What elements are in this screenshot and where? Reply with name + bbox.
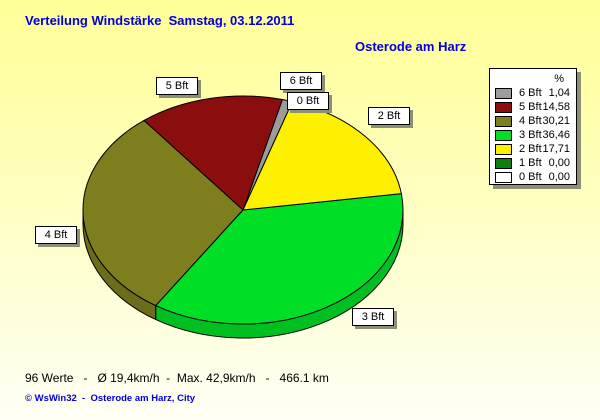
legend-label-0bft: 0 Bft [519,171,542,183]
legend-value-3bft: 36,46 [542,129,570,141]
legend-value-2bft: 17,71 [542,143,570,155]
legend-label-3bft: 3 Bft [519,129,542,141]
pie-slice-4bft [82,119,244,307]
legend-swatch-2bft [495,143,512,155]
pie-slice-5bft [143,95,283,211]
legend-value-5bft: 14,58 [542,101,570,113]
footer-stats: 96 Werte - Ø 19,4km/h - Max. 42,9km/h - … [25,371,329,385]
legend-swatch-4bft [495,115,512,127]
pie-label-4bft: 4 Bft [35,226,77,244]
legend-swatch-6bft [495,87,512,99]
legend-row-4bft: 4 Bft 30,21 [495,114,570,128]
legend-rows: 6 Bft 1,04 5 Bft 14,58 4 Bft 30,21 3 Bft 36,46 2… [495,86,570,184]
legend-value-6bft: 1,04 [548,87,570,99]
legend-box: % 6 Bft 1,04 5 Bft 14,58 4 Bft 30,21 3 Bft 36,4… [489,68,577,185]
legend-swatch-1bft [495,157,512,169]
pie-label-5bft: 5 Bft [156,77,198,95]
legend-value-4bft: 30,21 [542,115,570,127]
pie-label-0bft: 0 Bft [287,92,329,110]
chart-location: Osterode am Harz [355,39,467,54]
chart-title: Verteilung Windstärke Samstag, 03.12.201… [25,13,295,28]
legend-row-2bft: 2 Bft 17,71 [495,142,570,156]
pie-slice-3bft [155,193,404,325]
footer-copyright: © WsWin32 - Osterode am Harz, City [25,393,196,404]
legend-label-1bft: 1 Bft [519,157,542,169]
legend-row-5bft: 5 Bft 14,58 [495,100,570,114]
legend-value-0bft: 0,00 [548,171,570,183]
legend-row-0bft: 0 Bft 0,00 [495,170,570,184]
legend-label-2bft: 2 Bft [519,143,542,155]
pie-label-3bft: 3 Bft [352,308,394,326]
legend-row-6bft: 6 Bft 1,04 [495,86,570,100]
legend-row-1bft: 1 Bft 0,00 [495,156,570,170]
legend-swatch-3bft [495,129,512,141]
legend-swatch-0bft [495,171,512,183]
pie-label-6bft: 6 Bft [280,72,322,90]
legend-label-6bft: 6 Bft [519,87,542,99]
legend-row-3bft: 3 Bft 36,46 [495,128,570,142]
pie-label-2bft: 2 Bft [368,107,410,125]
legend-label-4bft: 4 Bft [519,115,542,127]
legend-label-5bft: 5 Bft [519,101,542,113]
legend-header-percent: % [554,73,564,85]
legend-swatch-5bft [495,101,512,113]
legend-value-1bft: 0,00 [548,157,570,169]
